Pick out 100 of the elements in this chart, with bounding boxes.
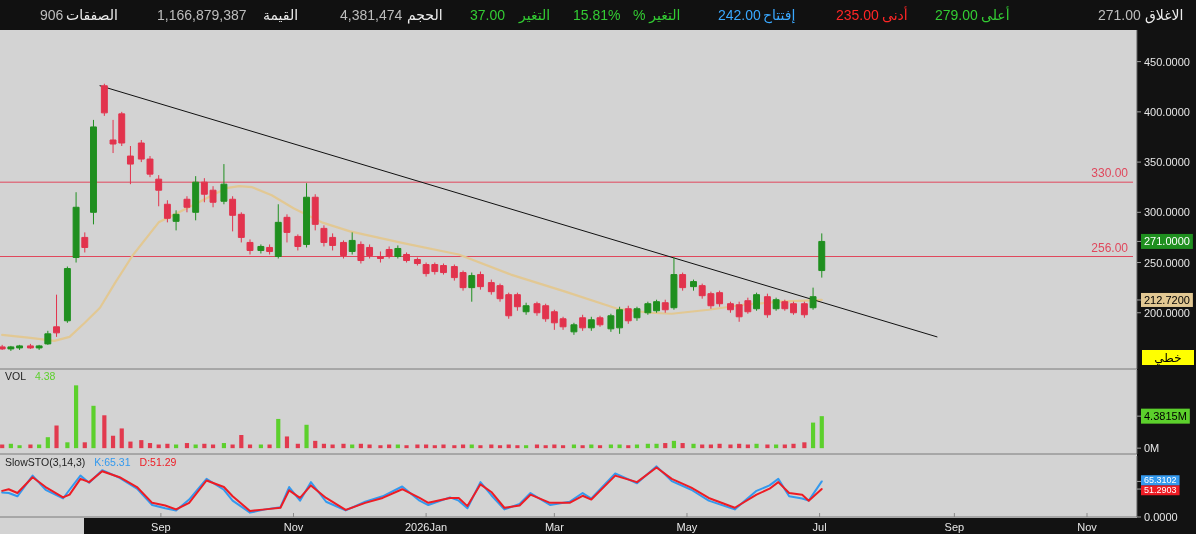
candlestick <box>237 211 245 243</box>
candlestick <box>100 83 108 117</box>
text: % التغير <box>633 7 681 24</box>
candlestick <box>246 238 254 255</box>
x-tick-label: Sep <box>151 520 171 533</box>
candlestick <box>690 279 697 292</box>
candlestick <box>477 271 484 291</box>
bar <box>378 445 383 449</box>
annotation: 4.38 <box>35 370 56 382</box>
candlestick <box>163 199 171 223</box>
bar <box>580 445 585 449</box>
candlestick <box>790 301 797 316</box>
series-label: D:51.29 <box>139 456 177 468</box>
bar <box>478 445 483 449</box>
text: الحجم <box>407 7 443 24</box>
bar <box>28 444 33 449</box>
chart-title: VOL <box>5 370 27 382</box>
candlestick <box>283 213 291 243</box>
bar <box>497 445 503 449</box>
bar <box>17 445 22 449</box>
candlestick <box>0 344 6 351</box>
text: 15.81% <box>573 7 621 23</box>
candlestick <box>781 299 789 312</box>
bar <box>239 435 244 449</box>
candlestick <box>394 244 402 260</box>
text: أدنى <box>882 6 908 23</box>
bar <box>139 440 144 449</box>
y-tick-label: 250.0000 <box>1144 256 1190 269</box>
bar <box>82 442 87 449</box>
candlestick <box>661 299 669 314</box>
text: 235.00 <box>836 7 880 23</box>
candlestick <box>522 302 530 316</box>
candlestick <box>220 163 228 205</box>
candlestick <box>753 292 761 312</box>
text: خطي <box>1154 350 1182 365</box>
text: 242.00 <box>718 7 762 23</box>
candlestick <box>644 301 652 316</box>
chart-title: SlowSTO(3,14,3) <box>5 456 86 468</box>
bar <box>754 443 759 449</box>
bar <box>367 444 372 449</box>
candlestick <box>274 203 282 260</box>
candlestick <box>44 330 52 346</box>
bar <box>432 445 437 449</box>
bar <box>102 415 107 449</box>
bar <box>680 443 685 449</box>
line-series <box>1 185 823 342</box>
y-tick-label: 300.0000 <box>1144 206 1190 219</box>
bar <box>65 442 70 449</box>
candlestick <box>587 316 595 332</box>
text: 906 <box>40 7 64 23</box>
candlestick <box>440 263 447 276</box>
bar <box>515 445 520 449</box>
candlestick <box>579 314 587 332</box>
y-tick-label: 200.0000 <box>1144 306 1190 319</box>
candlestick <box>809 287 817 311</box>
y-tick-label: 51.2903 <box>1144 485 1177 496</box>
bar <box>119 428 124 449</box>
text: 279.00 <box>935 7 979 23</box>
candlestick <box>357 240 365 265</box>
candlestick <box>35 344 43 351</box>
text: 4,381,474 <box>340 7 403 23</box>
x-tick-label: May <box>676 520 698 533</box>
candlestick <box>366 243 374 260</box>
bar <box>560 445 566 449</box>
text: 1,166,879,387 <box>157 7 247 23</box>
candlestick <box>468 272 476 303</box>
candlestick <box>90 119 97 225</box>
candlestick <box>155 174 163 207</box>
candlestick <box>624 305 632 325</box>
candlestick <box>633 306 641 322</box>
candlestick <box>183 195 191 213</box>
candlestick <box>126 145 134 185</box>
bar <box>728 444 733 449</box>
y-tick-label: 400.0000 <box>1144 105 1190 118</box>
candlestick <box>72 191 80 264</box>
bar <box>110 435 116 449</box>
candlestick <box>53 294 60 338</box>
candlestick <box>679 272 687 292</box>
bar <box>452 445 457 449</box>
text: الصفقات <box>66 7 118 23</box>
candlestick <box>763 293 771 319</box>
candlestick <box>727 301 734 314</box>
candlestick <box>26 343 34 350</box>
candlestick <box>570 322 578 336</box>
candlestick <box>303 182 310 248</box>
bar <box>441 444 446 449</box>
text: التغير <box>518 7 551 24</box>
bar <box>597 445 603 449</box>
candlestick <box>192 175 200 221</box>
candlestick <box>172 209 180 231</box>
text: الاغلاق <box>1145 7 1184 24</box>
candlestick <box>513 292 521 312</box>
bar <box>221 443 227 449</box>
candlestick <box>63 266 71 324</box>
y-tick-label: 350.0000 <box>1144 156 1190 169</box>
text: إفتتاح <box>763 7 796 24</box>
candlestick <box>772 297 780 312</box>
candlestick <box>348 231 356 255</box>
candlestick <box>818 232 826 279</box>
bar <box>304 424 309 449</box>
